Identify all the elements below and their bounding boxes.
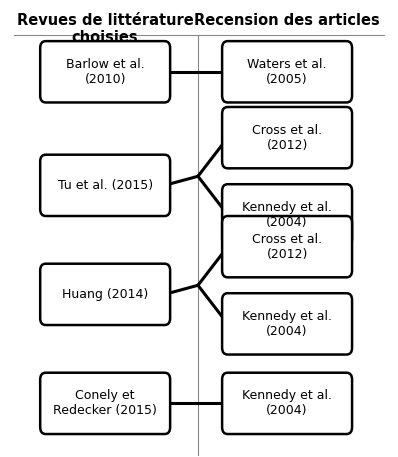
Text: Tu et al. (2015): Tu et al. (2015): [58, 179, 153, 192]
Text: Cross et al.
(2012): Cross et al. (2012): [252, 124, 322, 152]
FancyBboxPatch shape: [222, 216, 352, 277]
Text: Barlow et al.
(2010): Barlow et al. (2010): [66, 58, 144, 86]
FancyBboxPatch shape: [222, 373, 352, 434]
FancyBboxPatch shape: [40, 154, 170, 216]
Text: Conely et
Redecker (2015): Conely et Redecker (2015): [53, 389, 157, 417]
Text: Waters et al.
(2005): Waters et al. (2005): [247, 58, 327, 86]
Text: Recension des articles: Recension des articles: [194, 13, 380, 28]
FancyBboxPatch shape: [40, 41, 170, 102]
Text: Kennedy et al.
(2004): Kennedy et al. (2004): [242, 310, 332, 338]
FancyBboxPatch shape: [222, 184, 352, 245]
FancyBboxPatch shape: [40, 264, 170, 325]
FancyBboxPatch shape: [40, 373, 170, 434]
Text: Revues de littérature
choisies: Revues de littérature choisies: [17, 13, 193, 45]
Text: Cross et al.
(2012): Cross et al. (2012): [252, 233, 322, 260]
FancyBboxPatch shape: [222, 107, 352, 168]
Text: Kennedy et al.
(2004): Kennedy et al. (2004): [242, 201, 332, 229]
Text: Huang (2014): Huang (2014): [62, 288, 148, 301]
FancyBboxPatch shape: [222, 41, 352, 102]
FancyBboxPatch shape: [222, 293, 352, 355]
Text: Kennedy et al.
(2004): Kennedy et al. (2004): [242, 389, 332, 417]
